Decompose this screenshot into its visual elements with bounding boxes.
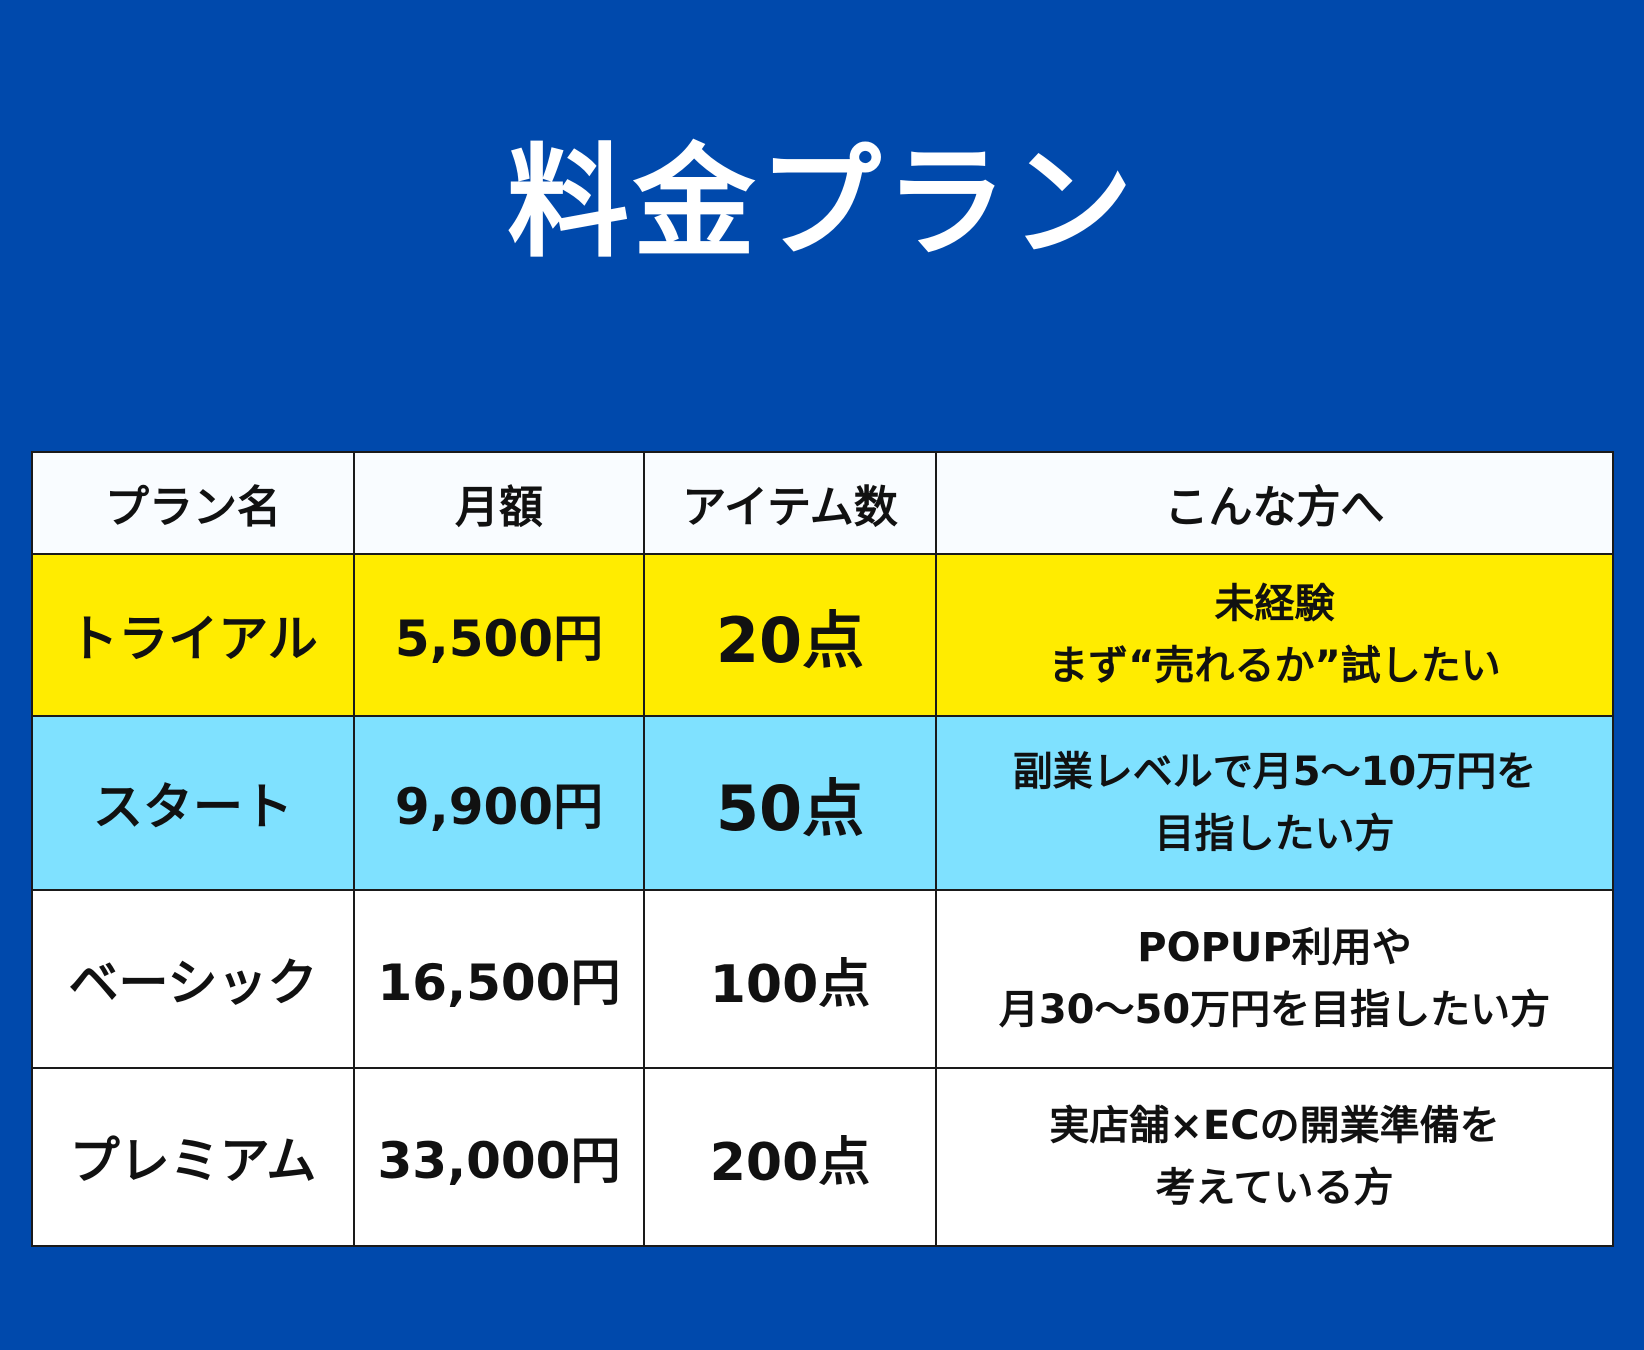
plan-name-cell: ベーシック <box>31 889 355 1069</box>
target-cell: POPUP利用や 月30〜50万円を目指したい方 <box>935 889 1614 1069</box>
table-header-row: プラン名 月額 アイテム数 こんな方へ <box>31 451 1614 555</box>
target-line: 考えている方 <box>1155 1165 1394 1211</box>
item-count-cell: 200点 <box>643 1067 937 1247</box>
page-title: 料金プラン <box>507 132 1137 274</box>
plan-name-cell: プレミアム <box>31 1067 355 1247</box>
plan-name-cell: トライアル <box>31 553 355 717</box>
target-line: 月30〜50万円を目指したい方 <box>998 987 1551 1033</box>
table-row-basic: ベーシック 16,500円 100点 POPUP利用や 月30〜50万円を目指し… <box>31 889 1614 1069</box>
price-cell: 5,500円 <box>353 553 645 717</box>
target-line: 実店舗×ECの開業準備を <box>1049 1103 1500 1149</box>
header-plan-name: プラン名 <box>31 451 355 555</box>
header-monthly-price: 月額 <box>353 451 645 555</box>
target-cell: 未経験 まず“売れるか”試したい <box>935 553 1614 717</box>
table-row-premium: プレミアム 33,000円 200点 実店舗×ECの開業準備を 考えている方 <box>31 1067 1614 1247</box>
target-cell: 実店舗×ECの開業準備を 考えている方 <box>935 1067 1614 1247</box>
target-line: POPUP利用や <box>1137 925 1412 971</box>
target-line: まず“売れるか”試したい <box>1048 643 1501 689</box>
item-count-cell: 100点 <box>643 889 937 1069</box>
header-target-audience: こんな方へ <box>935 451 1614 555</box>
price-cell: 33,000円 <box>353 1067 645 1247</box>
item-count-cell: 20点 <box>643 553 937 717</box>
table-row-start: スタート 9,900円 50点 副業レベルで月5〜10万円を 目指したい方 <box>31 715 1614 891</box>
table-row-trial: トライアル 5,500円 20点 未経験 まず“売れるか”試したい <box>31 553 1614 717</box>
price-cell: 9,900円 <box>353 715 645 891</box>
target-line: 未経験 <box>1214 581 1335 627</box>
price-cell: 16,500円 <box>353 889 645 1069</box>
target-line: 目指したい方 <box>1154 811 1395 857</box>
header-item-count: アイテム数 <box>643 451 937 555</box>
target-line: 副業レベルで月5〜10万円を <box>1012 749 1537 795</box>
target-cell: 副業レベルで月5〜10万円を 目指したい方 <box>935 715 1614 891</box>
plan-name-cell: スタート <box>31 715 355 891</box>
item-count-cell: 50点 <box>643 715 937 891</box>
pricing-table: プラン名 月額 アイテム数 こんな方へ トライアル 5,500円 20点 未経験… <box>31 451 1614 1247</box>
